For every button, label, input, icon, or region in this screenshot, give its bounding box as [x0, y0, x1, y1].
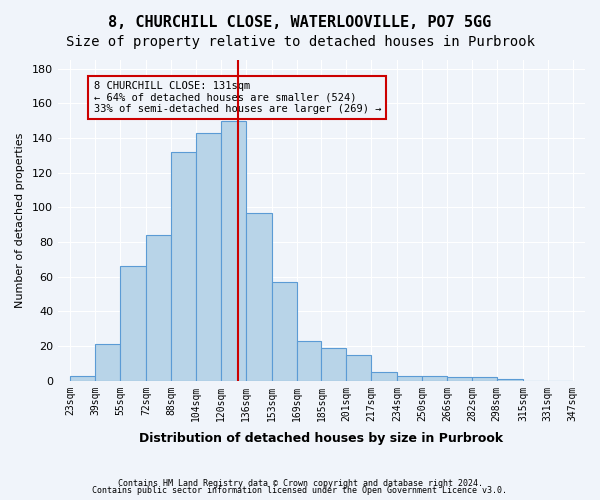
- Bar: [497, 379, 523, 381]
- Bar: [296, 341, 322, 381]
- Bar: [245, 212, 272, 381]
- Text: Size of property relative to detached houses in Purbrook: Size of property relative to detached ho…: [65, 35, 535, 49]
- Bar: [322, 348, 346, 381]
- Bar: [196, 133, 221, 381]
- Bar: [447, 378, 472, 381]
- Bar: [146, 235, 171, 381]
- Bar: [70, 376, 95, 381]
- Text: Contains public sector information licensed under the Open Government Licence v3: Contains public sector information licen…: [92, 486, 508, 495]
- Text: 8 CHURCHILL CLOSE: 131sqm
← 64% of detached houses are smaller (524)
33% of semi: 8 CHURCHILL CLOSE: 131sqm ← 64% of detac…: [94, 81, 381, 114]
- Bar: [422, 376, 447, 381]
- Bar: [272, 282, 296, 381]
- Bar: [371, 372, 397, 381]
- Bar: [171, 152, 196, 381]
- Bar: [346, 355, 371, 381]
- Text: 8, CHURCHILL CLOSE, WATERLOOVILLE, PO7 5GG: 8, CHURCHILL CLOSE, WATERLOOVILLE, PO7 5…: [109, 15, 491, 30]
- Bar: [397, 376, 422, 381]
- Y-axis label: Number of detached properties: Number of detached properties: [15, 132, 25, 308]
- X-axis label: Distribution of detached houses by size in Purbrook: Distribution of detached houses by size …: [139, 432, 503, 445]
- Bar: [472, 378, 497, 381]
- Text: Contains HM Land Registry data © Crown copyright and database right 2024.: Contains HM Land Registry data © Crown c…: [118, 478, 482, 488]
- Bar: [221, 120, 245, 381]
- Bar: [120, 266, 146, 381]
- Bar: [95, 344, 120, 381]
